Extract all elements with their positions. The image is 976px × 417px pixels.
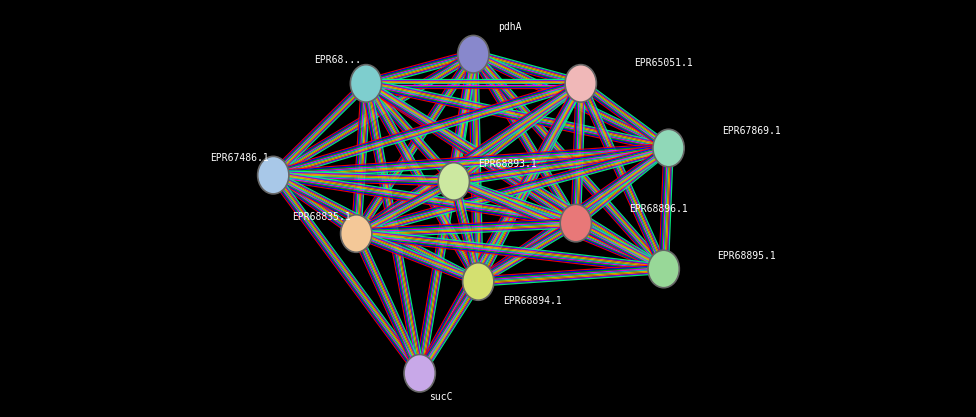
Ellipse shape bbox=[258, 156, 289, 194]
Text: EPR68894.1: EPR68894.1 bbox=[503, 296, 561, 306]
Ellipse shape bbox=[458, 35, 489, 73]
Ellipse shape bbox=[438, 163, 469, 200]
Text: pdhA: pdhA bbox=[498, 22, 521, 32]
Ellipse shape bbox=[648, 250, 679, 288]
Ellipse shape bbox=[350, 65, 382, 102]
Text: EPR65051.1: EPR65051.1 bbox=[634, 58, 693, 68]
Text: EPR67869.1: EPR67869.1 bbox=[722, 126, 781, 136]
Text: EPR68896.1: EPR68896.1 bbox=[630, 203, 688, 214]
Ellipse shape bbox=[463, 263, 494, 300]
Ellipse shape bbox=[653, 129, 684, 167]
Ellipse shape bbox=[341, 215, 372, 252]
Text: sucC: sucC bbox=[429, 392, 453, 402]
Text: EPR68893.1: EPR68893.1 bbox=[478, 159, 537, 169]
Ellipse shape bbox=[404, 354, 435, 392]
Text: EPR67486.1: EPR67486.1 bbox=[210, 153, 268, 163]
Ellipse shape bbox=[565, 65, 596, 102]
Text: EPR68...: EPR68... bbox=[314, 55, 361, 65]
Text: EPR68835.1: EPR68835.1 bbox=[293, 212, 351, 222]
Text: EPR68895.1: EPR68895.1 bbox=[717, 251, 776, 261]
Ellipse shape bbox=[560, 204, 591, 242]
